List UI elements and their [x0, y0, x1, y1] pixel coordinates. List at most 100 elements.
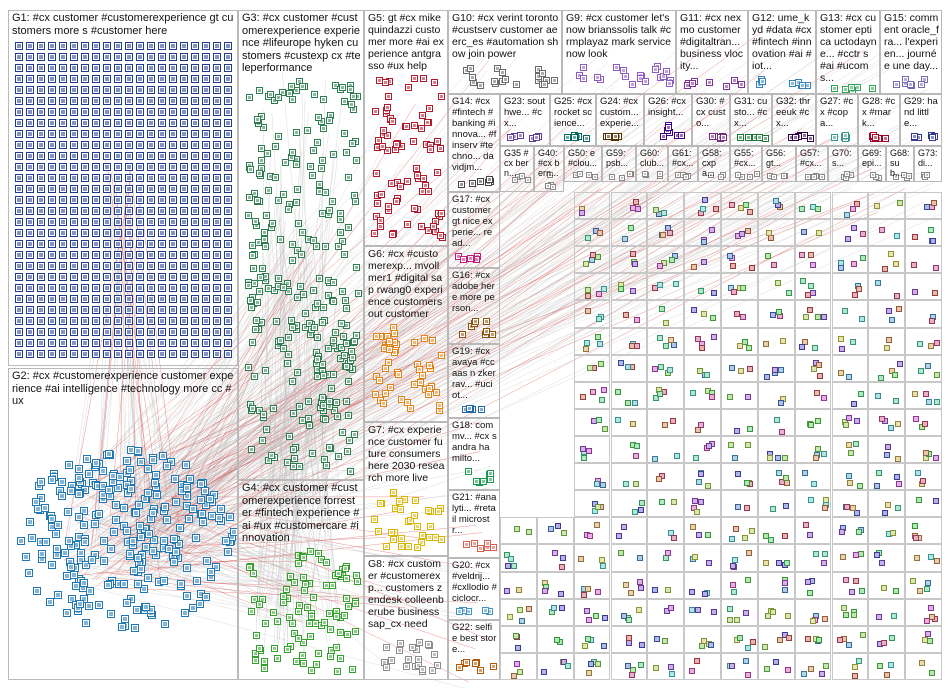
micro-group[interactable] — [868, 625, 906, 653]
micro-group[interactable] — [757, 354, 795, 382]
micro-group[interactable] — [684, 408, 721, 436]
group-g14[interactable]: G14: #cx #fintech #banking #innova... #f… — [448, 94, 500, 192]
micro-group[interactable] — [831, 625, 869, 653]
micro-group[interactable] — [794, 354, 832, 382]
micro-group[interactable] — [794, 192, 832, 220]
micro-group[interactable] — [831, 300, 869, 328]
micro-group[interactable] — [573, 598, 611, 626]
micro-group[interactable] — [721, 219, 758, 247]
micro-group[interactable] — [536, 625, 574, 653]
micro-group[interactable] — [684, 246, 721, 274]
micro-group[interactable] — [868, 327, 906, 355]
micro-group[interactable] — [831, 219, 869, 247]
micro-group[interactable] — [794, 517, 832, 545]
group-g58[interactable]: G58: cxpa... — [698, 146, 730, 182]
micro-group[interactable] — [831, 652, 869, 680]
micro-group[interactable] — [721, 246, 758, 274]
micro-group[interactable] — [573, 571, 611, 599]
micro-group[interactable] — [868, 300, 906, 328]
micro-group[interactable] — [794, 490, 832, 518]
group-g13[interactable]: G13: #cx customer eptica uctodayne... #c… — [816, 10, 880, 94]
group-g59[interactable]: G59: psb... — [602, 146, 636, 182]
micro-group[interactable] — [905, 517, 942, 545]
micro-group[interactable] — [684, 219, 721, 247]
group-g22[interactable]: G22: selfie best store... — [448, 620, 500, 680]
micro-group[interactable] — [831, 463, 869, 491]
micro-group[interactable] — [831, 544, 869, 572]
micro-group[interactable] — [684, 436, 721, 464]
micro-group[interactable] — [831, 273, 869, 301]
micro-group[interactable] — [757, 463, 795, 491]
micro-group[interactable] — [757, 219, 795, 247]
micro-group[interactable] — [868, 408, 906, 436]
micro-group[interactable] — [610, 625, 648, 653]
group-g20[interactable]: G20: #cx #veldrij... #cxllodio #ciclocr.… — [448, 558, 500, 620]
micro-group[interactable] — [757, 436, 795, 464]
micro-group[interactable] — [757, 273, 795, 301]
micro-group[interactable] — [647, 490, 685, 518]
micro-group[interactable] — [905, 246, 942, 274]
micro-group[interactable] — [721, 625, 758, 653]
micro-group[interactable] — [794, 219, 832, 247]
micro-group[interactable] — [721, 436, 758, 464]
micro-group[interactable] — [905, 490, 942, 518]
micro-group[interactable] — [905, 436, 942, 464]
micro-group[interactable] — [831, 354, 869, 382]
micro-group[interactable] — [868, 273, 906, 301]
group-g25[interactable]: G25: #cx rocket science... — [550, 94, 596, 146]
micro-group[interactable] — [868, 192, 906, 220]
micro-group[interactable] — [868, 517, 906, 545]
micro-group[interactable] — [647, 625, 685, 653]
micro-group[interactable] — [500, 544, 537, 572]
micro-group[interactable] — [536, 652, 574, 680]
micro-group[interactable] — [831, 408, 869, 436]
micro-group[interactable] — [868, 246, 906, 274]
micro-group[interactable] — [757, 517, 795, 545]
group-g16[interactable]: G16: #cx adobe here more person... — [448, 268, 500, 344]
micro-group[interactable] — [831, 490, 869, 518]
micro-group[interactable] — [647, 598, 685, 626]
group-g23[interactable]: G23: southwe... #cx... — [500, 94, 550, 146]
micro-group[interactable] — [757, 652, 795, 680]
micro-group[interactable] — [573, 381, 611, 409]
micro-group[interactable] — [684, 300, 721, 328]
micro-group[interactable] — [757, 625, 795, 653]
micro-group[interactable] — [610, 354, 648, 382]
micro-group[interactable] — [794, 625, 832, 653]
group-g50[interactable]: G50: e #clou... — [564, 146, 602, 182]
group-g2[interactable]: G2: #cx #customerexperience customer exp… — [8, 368, 238, 680]
micro-group[interactable] — [647, 463, 685, 491]
micro-group[interactable] — [500, 625, 537, 653]
micro-group[interactable] — [794, 652, 832, 680]
group-g69[interactable]: G69: epi... — [858, 146, 886, 182]
micro-group[interactable] — [831, 192, 869, 220]
micro-group[interactable] — [500, 598, 537, 626]
micro-group[interactable] — [831, 381, 869, 409]
group-g19[interactable]: G19: #cx avaya #ccaas n zkerrav... #ucio… — [448, 344, 500, 418]
group-g1[interactable]: G1: #cx customer #customerexperience gt … — [8, 10, 238, 366]
micro-group[interactable] — [794, 436, 832, 464]
micro-group[interactable] — [794, 463, 832, 491]
micro-group[interactable] — [794, 246, 832, 274]
micro-group[interactable] — [573, 517, 611, 545]
micro-group[interactable] — [905, 652, 942, 680]
group-g29[interactable]: G29: hand little... — [900, 94, 942, 146]
micro-group[interactable] — [610, 408, 648, 436]
group-g30[interactable]: G30: #cx custo... — [692, 94, 730, 146]
micro-group[interactable] — [794, 598, 832, 626]
micro-group[interactable] — [721, 354, 758, 382]
micro-group[interactable] — [868, 544, 906, 572]
micro-group[interactable] — [794, 300, 832, 328]
micro-group[interactable] — [794, 381, 832, 409]
micro-group[interactable] — [536, 517, 574, 545]
micro-group[interactable] — [868, 463, 906, 491]
micro-group[interactable] — [684, 571, 721, 599]
micro-group[interactable] — [905, 544, 942, 572]
micro-group[interactable] — [647, 381, 685, 409]
micro-group[interactable] — [757, 544, 795, 572]
micro-group[interactable] — [868, 219, 906, 247]
group-g18[interactable]: G18: commv... #cx sandra hamilto... — [448, 418, 500, 490]
micro-group[interactable] — [684, 463, 721, 491]
micro-group[interactable] — [647, 517, 685, 545]
micro-group[interactable] — [647, 571, 685, 599]
